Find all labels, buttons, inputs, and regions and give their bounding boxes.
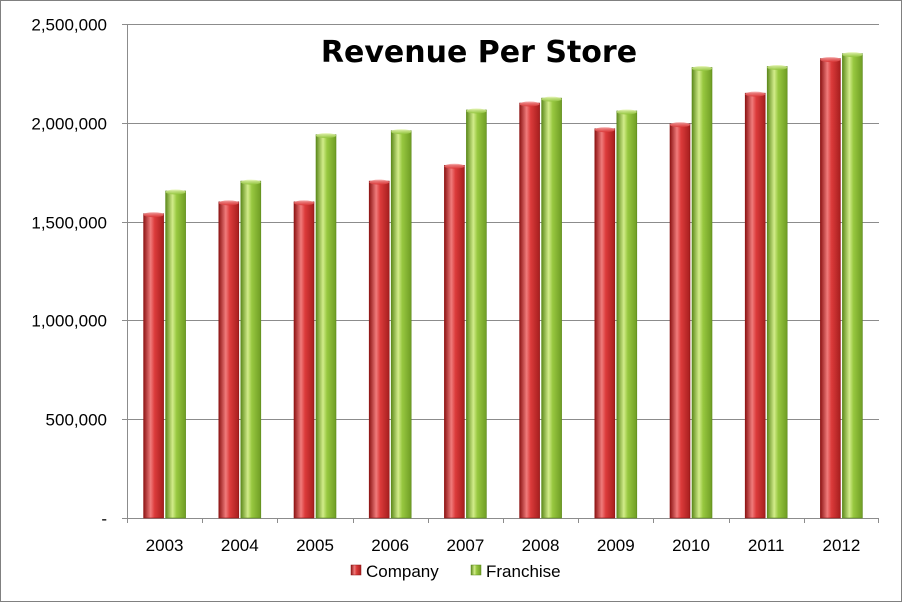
y-tick-label: 2,000,000 <box>31 115 107 134</box>
bar-top-highlight <box>594 127 615 133</box>
legend-swatch-franchise <box>470 564 482 576</box>
bar-top-highlight <box>294 200 314 206</box>
bar-company <box>820 58 841 519</box>
bar-company-2009 <box>594 127 616 519</box>
bar-company <box>293 201 315 519</box>
x-tick-label: 2010 <box>672 536 710 555</box>
bar-franchise <box>541 97 562 519</box>
bar-franchise-2005 <box>315 133 337 519</box>
bar-franchise <box>240 180 262 519</box>
bar-top-highlight <box>820 57 841 63</box>
axes <box>122 24 879 523</box>
legend: Company Franchise <box>350 562 561 581</box>
bar-company <box>519 102 540 519</box>
bar-company <box>368 180 390 519</box>
legend-swatch-company <box>350 564 362 576</box>
x-tick-label: 2007 <box>446 536 484 555</box>
bar-company-2008 <box>519 101 540 519</box>
bars <box>143 52 863 519</box>
bar-top-highlight <box>541 96 562 102</box>
x-tick-label: 2004 <box>221 536 259 555</box>
bar-franchise <box>766 66 788 519</box>
bar-franchise-2007 <box>466 108 487 519</box>
chart-title: Revenue Per Store <box>321 35 637 70</box>
bar-company <box>218 201 240 519</box>
bar-franchise-2011 <box>766 64 788 519</box>
bar-top-highlight <box>692 65 712 71</box>
bar-company-2011 <box>744 91 766 519</box>
bar-company-2003 <box>143 212 164 519</box>
bar-top-highlight <box>519 101 540 107</box>
bar-top-highlight <box>369 179 390 185</box>
x-tick-label: 2009 <box>597 536 635 555</box>
bar-company <box>594 128 616 519</box>
bar-franchise <box>842 53 863 519</box>
x-tick-label: 2011 <box>748 536 785 555</box>
bar-company-2005 <box>293 200 315 519</box>
bar-company-2006 <box>368 179 390 519</box>
bar-company <box>669 123 691 519</box>
bar-top-highlight <box>165 189 186 195</box>
bar-franchise-2009 <box>616 109 638 519</box>
bar-top-highlight <box>240 179 261 185</box>
x-tick-label: 2003 <box>146 536 184 555</box>
x-tick-label: 2008 <box>522 536 560 555</box>
bar-franchise-2006 <box>390 129 412 519</box>
y-tick-label: 1,000,000 <box>31 312 107 331</box>
bar-top-highlight <box>143 212 164 218</box>
y-tick-label: 1,500,000 <box>31 214 107 233</box>
bar-top-highlight <box>745 91 766 97</box>
x-tick-label: 2005 <box>296 536 334 555</box>
bar-franchise <box>390 130 412 519</box>
bar-company-2007 <box>444 163 465 519</box>
bar-company <box>143 213 164 519</box>
bar-top-highlight <box>316 133 336 139</box>
tick-labels: - 500,000 1,000,000 1,500,000 2,000,000 2,500… <box>31 16 860 556</box>
bar-top-highlight <box>842 52 863 58</box>
bar-top-highlight <box>466 108 487 114</box>
y-tick-label: 2,500,000 <box>31 16 107 35</box>
bar-franchise-2008 <box>541 96 562 519</box>
bar-franchise <box>466 109 487 519</box>
bar-franchise <box>616 110 638 519</box>
x-tick-label: 2006 <box>371 536 409 555</box>
bar-top-highlight <box>616 109 637 115</box>
x-tick-label: 2012 <box>822 536 860 555</box>
y-tick-label: - <box>101 510 107 529</box>
bar-franchise <box>691 67 713 519</box>
bar-franchise-2012 <box>842 52 863 519</box>
bar-franchise-2003 <box>165 189 186 519</box>
bar-top-highlight <box>767 64 788 70</box>
bar-top-highlight <box>218 200 239 206</box>
gridlines <box>127 24 879 420</box>
legend-label-franchise: Franchise <box>486 562 561 581</box>
bar-company-2004 <box>218 200 240 519</box>
bar-company <box>744 92 766 519</box>
bar-franchise <box>165 190 186 519</box>
bar-franchise-2010 <box>691 65 713 519</box>
legend-label-company: Company <box>366 562 439 581</box>
bar-company-2010 <box>669 122 691 519</box>
y-tick-label: 500,000 <box>46 411 107 430</box>
bar-franchise <box>315 134 337 519</box>
bar-top-highlight <box>391 129 412 135</box>
bar-company <box>444 164 465 519</box>
bar-top-highlight <box>444 163 465 169</box>
bar-top-highlight <box>670 122 690 128</box>
bar-franchise-2004 <box>240 179 262 519</box>
bar-company-2012 <box>820 57 841 519</box>
